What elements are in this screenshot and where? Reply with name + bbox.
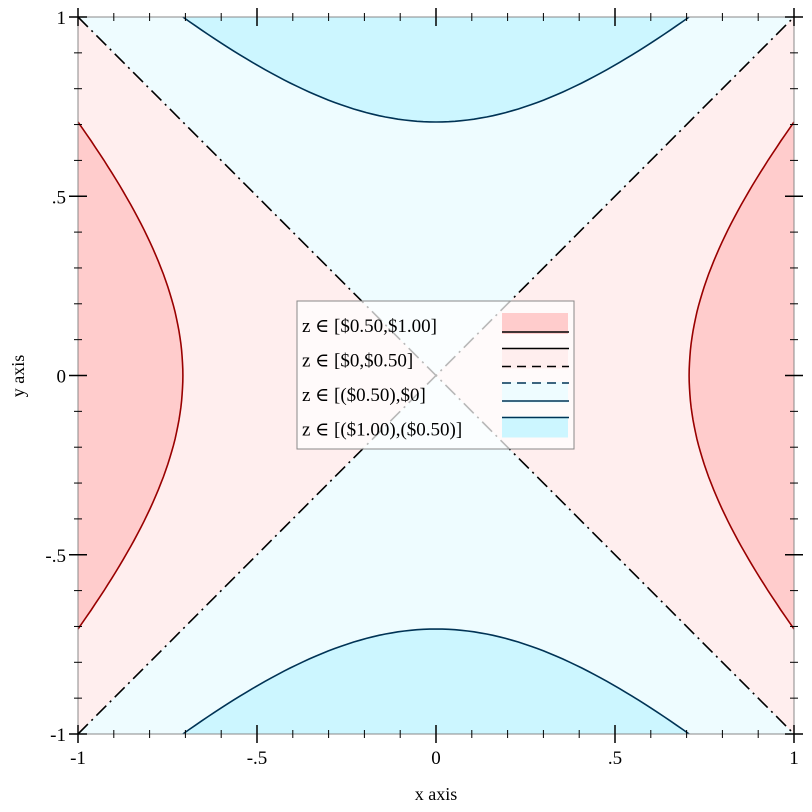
band-neg-high-top	[182, 17, 690, 122]
legend-swatch	[502, 347, 568, 369]
y-axis-label: y axis	[8, 355, 28, 398]
legend-label: z ∈ [($1.00),($0.50)]	[302, 420, 462, 441]
contour-line-neg0.5-bottom	[182, 628, 690, 735]
y-tick-label: -1	[50, 725, 66, 746]
legend: z ∈ [$0.50,$1.00] z ∈ [$0,$0.50] z ∈ [($0.…	[296, 300, 575, 450]
band-pos-high-left	[78, 122, 183, 629]
legend-label: z ∈ [$0,$0.50]	[302, 351, 413, 372]
band-neg-high-bottom	[182, 629, 690, 734]
y-tick-label: .5	[52, 187, 66, 208]
legend-label: z ∈ [$0.50,$1.00]	[302, 316, 437, 337]
axes: -1 -.5 0 .5 1 -1 -.5 0 .5 1	[45, 8, 803, 769]
x-tick-label: 1	[789, 748, 799, 769]
legend-label: z ∈ [($0.50),$0]	[302, 385, 426, 406]
x-tick-label: .5	[608, 748, 622, 769]
legend-swatch	[502, 382, 568, 403]
x-axis-label: x axis	[415, 784, 458, 804]
contour-line-neg0.5-top	[182, 16, 690, 123]
x-tick-label: 0	[431, 748, 441, 769]
legend-swatch	[502, 313, 568, 334]
legend-swatch	[502, 416, 568, 438]
band-pos-high-right	[689, 122, 794, 629]
y-tick-label: -.5	[45, 546, 66, 567]
contour-line-0.5-right	[688, 121, 795, 630]
y-tick-label: 0	[57, 367, 67, 388]
band-pos-low-right	[436, 17, 794, 734]
x-tick-label: -1	[70, 748, 86, 769]
plot-area	[77, 16, 795, 735]
band-pos-low-left	[78, 17, 436, 734]
contour-line-0.5-left	[77, 121, 184, 630]
x-tick-label: -.5	[247, 748, 268, 769]
y-tick-label: 1	[57, 8, 67, 29]
